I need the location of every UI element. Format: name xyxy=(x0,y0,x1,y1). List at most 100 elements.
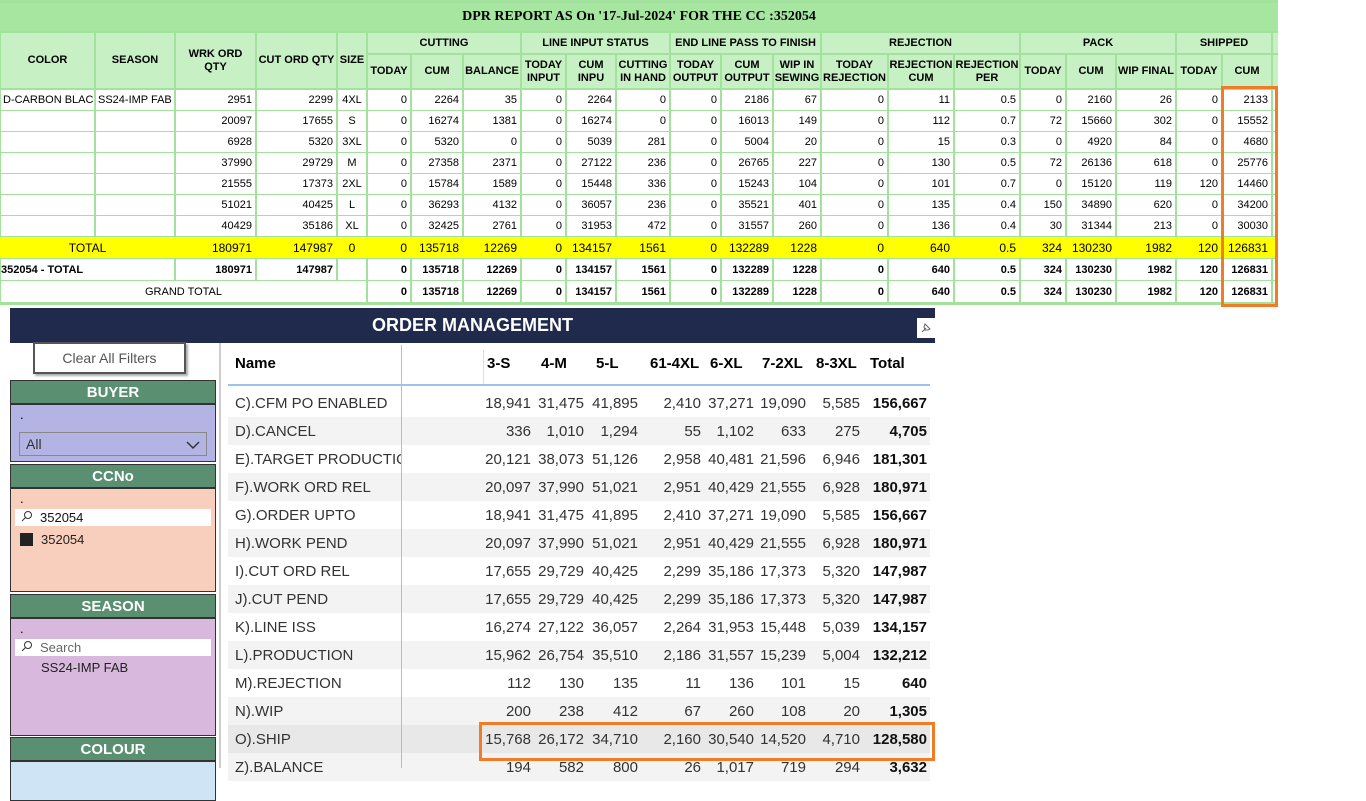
column-header: WRK ORD QTY xyxy=(176,33,255,88)
row-value: 31,953 xyxy=(708,618,754,636)
row-value: 14,520 xyxy=(760,730,806,748)
cell: 0 xyxy=(1021,174,1065,194)
column-header xyxy=(1273,55,1278,88)
chevron xyxy=(186,438,200,454)
cell: 119 xyxy=(1117,174,1175,194)
clear-filters-button[interactable]: Clear All Filters xyxy=(33,342,186,374)
slicer-dot: . xyxy=(20,408,24,420)
cell: 180971 xyxy=(176,259,255,280)
cell: 281 xyxy=(617,132,669,152)
row-value: 2,410 xyxy=(663,506,701,524)
search-text[interactable]: 352054 xyxy=(40,510,84,525)
cell: 31557 xyxy=(722,216,772,236)
cell: 0 xyxy=(671,281,720,302)
cell: 1561 xyxy=(617,281,669,302)
item-label[interactable]: 352054 xyxy=(41,531,85,547)
cell: 2160 xyxy=(1067,90,1115,110)
cell: 4680 xyxy=(1223,132,1271,152)
cell: 2186 xyxy=(722,90,772,110)
column-header: CUM INPU xyxy=(567,55,615,88)
column-header: TODAY xyxy=(1177,55,1221,88)
matrix-row xyxy=(228,473,930,501)
header-cell: 7-2XL xyxy=(762,354,803,372)
cell: 0 xyxy=(822,153,887,173)
column-header: TODAY INPUT xyxy=(522,55,565,88)
highlight-box xyxy=(479,722,935,761)
row-value: 55 xyxy=(684,422,701,440)
cell: 0 xyxy=(522,216,565,236)
row-value: 336 xyxy=(505,422,531,440)
cell: 0 xyxy=(1177,195,1221,215)
cell: 5039 xyxy=(567,132,615,152)
group-header: LINE INPUT STATUS xyxy=(522,33,669,53)
cell: 0.4 xyxy=(955,216,1019,236)
row-value: 37,990 xyxy=(538,534,584,552)
cell: 26 xyxy=(1117,90,1175,110)
cell: 2371 xyxy=(464,153,520,173)
row-name: I).CUT ORD REL xyxy=(235,562,350,580)
magnifier xyxy=(21,511,32,522)
cell: 620 xyxy=(1117,195,1175,215)
row-name: G).ORDER UPTO xyxy=(235,506,356,524)
cell: 0 xyxy=(822,259,887,280)
cell-season xyxy=(96,174,174,194)
search-box[interactable]: 352054 xyxy=(15,509,211,526)
cell: 0 xyxy=(671,259,720,280)
cell: 3XL xyxy=(338,132,366,152)
cell: 0 xyxy=(671,153,720,173)
slicer-divider xyxy=(219,343,221,768)
row-value: 633 xyxy=(780,422,806,440)
slicer-item[interactable]: SS24-IMP FAB xyxy=(20,659,210,675)
row-value: 2,299 xyxy=(663,590,701,608)
matrix-row xyxy=(228,641,930,669)
row-value: 51,126 xyxy=(592,450,638,468)
item-label[interactable]: SS24-IMP FAB xyxy=(41,659,129,675)
cell: 135 xyxy=(889,195,953,215)
slicer-header: BUYER xyxy=(10,380,216,404)
row-value: 35,186 xyxy=(708,590,754,608)
column-header: CUM xyxy=(412,55,462,88)
row-value: 128,580 xyxy=(872,730,927,748)
row-value: 2,951 xyxy=(663,534,701,552)
row-value: 4,710 xyxy=(822,730,860,748)
slicer-panel xyxy=(10,618,216,736)
row-value: 17,655 xyxy=(485,590,531,608)
matrix-row xyxy=(228,697,930,725)
total-label: GRAND TOTAL xyxy=(1,281,366,302)
cell: 1982 xyxy=(1117,259,1175,280)
row-value: 108 xyxy=(780,702,806,720)
row-value: 20,121 xyxy=(485,450,531,468)
row-value: 40,429 xyxy=(708,478,754,496)
row-value: 5,004 xyxy=(822,646,860,664)
cell: 0 xyxy=(671,174,720,194)
cell: 0 xyxy=(822,111,887,131)
row-value: 37,271 xyxy=(708,394,754,412)
dropdown-value[interactable]: All xyxy=(26,436,42,452)
checkbox[interactable] xyxy=(20,532,33,546)
search-box[interactable]: Search xyxy=(15,639,211,656)
cell: 0 xyxy=(522,153,565,173)
matrix-row xyxy=(228,529,930,557)
header-cell: 4-M xyxy=(541,354,567,372)
dpr-report: DPR REPORT AS On '17-Jul-2024' FOR THE C… xyxy=(0,0,1278,305)
cell: 4920 xyxy=(1067,132,1115,152)
row-value: 37,990 xyxy=(538,478,584,496)
column-header: BALANCE xyxy=(464,55,520,88)
row-value: 2,264 xyxy=(663,618,701,636)
cell-color: D-CARBON BLACK xyxy=(1,90,94,110)
column-header: WIP IN SEWING xyxy=(774,55,820,88)
page: DPR REPORT AS On '17-Jul-2024' FOR THE C… xyxy=(0,0,1278,801)
cell: 0 xyxy=(822,216,887,236)
cell: XL xyxy=(338,216,366,236)
cell-color xyxy=(1,195,94,215)
cell-season xyxy=(96,216,174,236)
cell: 5004 xyxy=(722,132,772,152)
search-text[interactable]: Search xyxy=(40,640,82,655)
cell: 260 xyxy=(774,216,820,236)
row-value: 11 xyxy=(685,674,701,692)
magnifier xyxy=(21,641,32,652)
slicer-item[interactable]: 352054 xyxy=(20,531,210,547)
row-value: 6,928 xyxy=(822,534,860,552)
dropdown[interactable]: All xyxy=(19,432,207,456)
row-value: 412 xyxy=(612,702,638,720)
